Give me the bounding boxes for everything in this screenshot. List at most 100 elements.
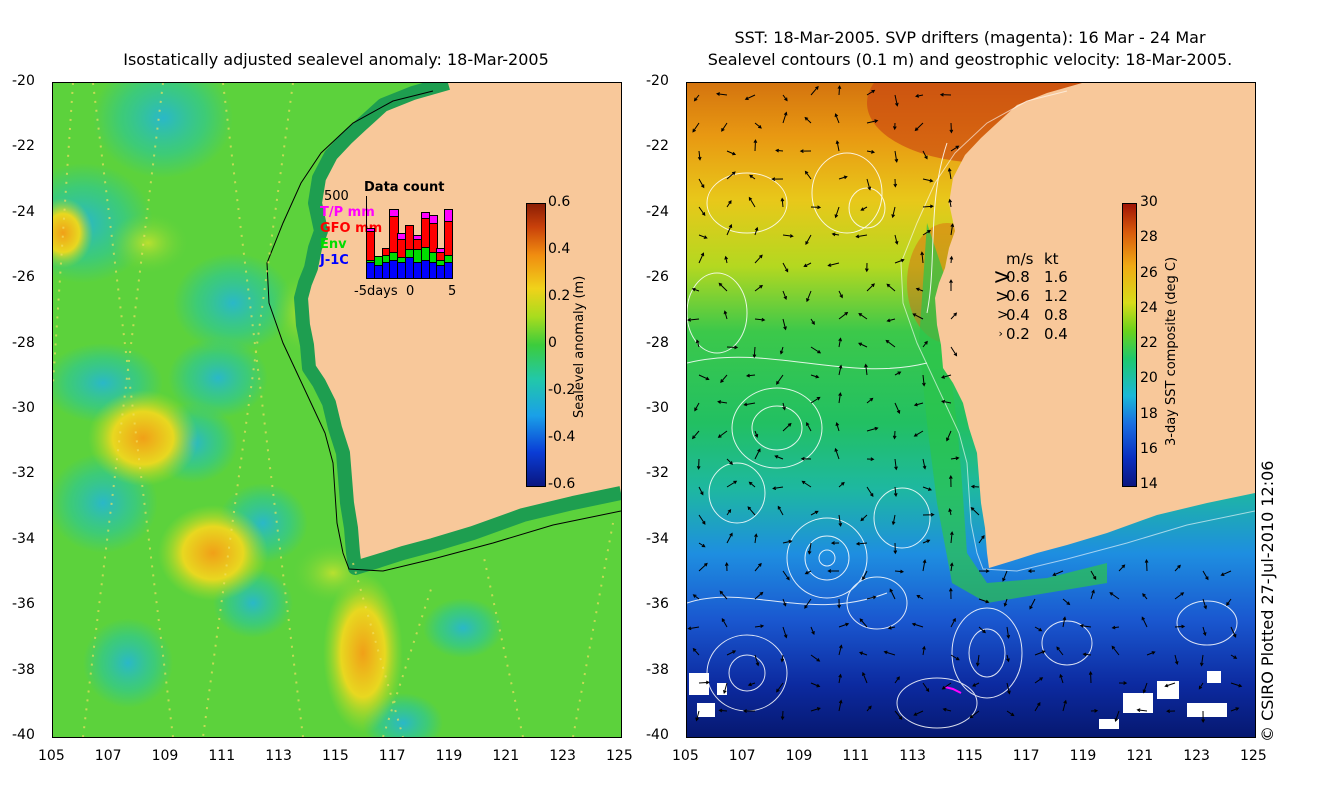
velocity-vector bbox=[691, 430, 700, 440]
velocity-vector bbox=[950, 312, 958, 320]
velocity-vector bbox=[810, 510, 819, 516]
colorbar-tick-label: -0.6 bbox=[548, 476, 576, 492]
velocity-vector bbox=[782, 570, 790, 581]
velocity-vector bbox=[754, 654, 760, 667]
velocity-vector bbox=[1114, 710, 1120, 722]
histogram-bar-segment bbox=[412, 261, 423, 279]
velocity-vector bbox=[743, 402, 756, 407]
histogram-bar-segment bbox=[373, 256, 384, 266]
velocity-vector bbox=[864, 262, 869, 273]
velocity-vector bbox=[810, 346, 822, 354]
x-tick-label: 113 bbox=[899, 748, 926, 764]
velocity-vector bbox=[894, 458, 898, 471]
velocity-legend-kt: 1.2 bbox=[1044, 287, 1068, 305]
velocity-vector bbox=[827, 262, 840, 267]
velocity-vector bbox=[782, 422, 792, 432]
colorbar-tick-label: 30 bbox=[1140, 194, 1158, 210]
velocity-vector bbox=[838, 392, 842, 404]
data-count-ymax: 500 bbox=[324, 189, 349, 204]
velocity-vector bbox=[922, 340, 928, 348]
velocity-vector bbox=[695, 339, 700, 348]
velocity-vector bbox=[1142, 682, 1148, 694]
histogram-bar-segment bbox=[420, 258, 431, 280]
velocity-vector bbox=[692, 122, 700, 133]
velocity-vector bbox=[810, 318, 815, 326]
velocity-vector bbox=[970, 506, 980, 516]
colorbar-tick-label: 28 bbox=[1140, 229, 1158, 246]
velocity-vector bbox=[810, 374, 820, 379]
velocity-vector bbox=[950, 654, 960, 661]
velocity-vector bbox=[810, 682, 821, 688]
velocity-vector bbox=[866, 705, 872, 712]
velocity-vector bbox=[779, 346, 784, 355]
velocity-vector bbox=[922, 486, 933, 491]
histogram-bar-segment bbox=[436, 258, 446, 267]
velocity-vector bbox=[922, 645, 926, 656]
velocity-vector bbox=[806, 421, 812, 432]
velocity-vector bbox=[692, 647, 700, 656]
velocity-vector bbox=[978, 569, 990, 573]
y-tick-label: -38 bbox=[646, 661, 669, 678]
velocity-vector bbox=[922, 150, 928, 160]
velocity-vector bbox=[949, 562, 954, 572]
x-tick-label: 117 bbox=[1012, 748, 1040, 764]
velocity-vector bbox=[782, 290, 787, 300]
velocity-vector bbox=[827, 569, 840, 573]
x-tick-label: 111 bbox=[842, 748, 870, 764]
velocity-vector bbox=[922, 458, 927, 470]
velocity-vector bbox=[1146, 651, 1156, 656]
velocity-vector bbox=[835, 140, 840, 152]
velocity-vector bbox=[862, 570, 868, 581]
histogram-bar-segment bbox=[412, 248, 423, 264]
velocity-vector bbox=[913, 402, 924, 407]
x-tick-label: 125 bbox=[1240, 748, 1267, 764]
velocity-vector bbox=[726, 150, 737, 156]
velocity-vector bbox=[782, 598, 787, 607]
velocity-vector bbox=[838, 514, 843, 527]
histogram-bar-segment bbox=[405, 256, 415, 279]
sst-colorbar bbox=[1122, 203, 1137, 487]
velocity-vector bbox=[772, 486, 784, 491]
velocity-vector bbox=[866, 119, 879, 124]
velocity-vector bbox=[1202, 570, 1209, 581]
velocity-vector bbox=[942, 707, 952, 712]
velocity-vector bbox=[922, 512, 935, 517]
velocity-vector bbox=[804, 170, 812, 180]
velocity-vector bbox=[1199, 654, 1204, 667]
velocity-vector bbox=[810, 707, 821, 712]
velocity-vector bbox=[754, 624, 765, 629]
velocity-vector bbox=[922, 178, 934, 183]
velocity-legend-kt: 1.6 bbox=[1044, 268, 1068, 286]
velocity-vector bbox=[866, 397, 874, 404]
velocity-vector bbox=[1062, 598, 1071, 606]
colorbar-tick-label: 0 bbox=[548, 335, 557, 351]
y-tick-label: -32 bbox=[646, 465, 669, 482]
velocity-vector bbox=[1002, 570, 1008, 582]
velocity-vector bbox=[1029, 598, 1036, 610]
velocity-vector bbox=[1034, 677, 1044, 684]
colorbar-tick-label: 18 bbox=[1140, 405, 1158, 422]
velocity-vector bbox=[716, 92, 728, 96]
velocity-vector bbox=[941, 399, 952, 404]
velocity-vector bbox=[830, 541, 840, 545]
velocity-vector bbox=[831, 232, 840, 237]
velocity-vector bbox=[754, 284, 764, 292]
velocity-vector bbox=[947, 167, 952, 180]
velocity-vector bbox=[858, 342, 868, 348]
histogram-bar-segment bbox=[436, 248, 446, 253]
velocity-vector bbox=[1166, 709, 1176, 714]
velocity-vector bbox=[744, 94, 756, 101]
velocity-vector bbox=[891, 514, 896, 526]
velocity-vector bbox=[803, 262, 812, 268]
velocity-legend-ms: 0.8 bbox=[1006, 268, 1030, 286]
copyright-credit: © CSIRO Plotted 27-Jul-2010 12:06 bbox=[1258, 460, 1277, 742]
velocity-vector bbox=[810, 654, 821, 662]
velocity-vector bbox=[838, 644, 843, 656]
velocity-vector bbox=[940, 374, 952, 379]
x-tick-label: 105 bbox=[38, 748, 65, 764]
velocity-vector bbox=[780, 710, 785, 721]
velocity-vector bbox=[1006, 682, 1011, 695]
data-count-legend-item: J-1C bbox=[320, 253, 349, 268]
data-count-xlabel-end: 5 bbox=[448, 284, 457, 299]
velocity-vector bbox=[859, 618, 868, 628]
